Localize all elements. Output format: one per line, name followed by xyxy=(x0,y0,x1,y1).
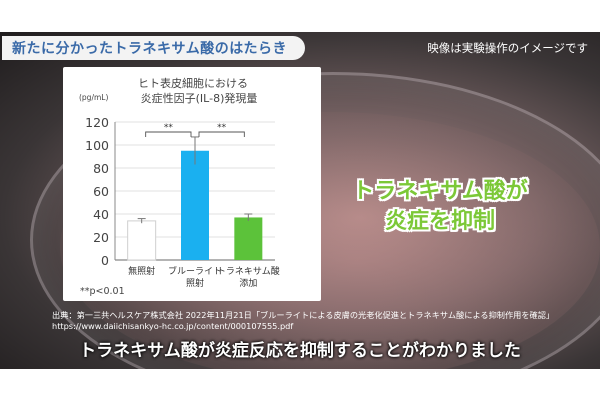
y-tick-label: 20 xyxy=(93,230,109,245)
significance-bracket xyxy=(198,131,245,137)
source-url: https://www.daiichisankyo-hc.co.jp/conte… xyxy=(52,321,294,331)
category-label: トラネキサム酸 xyxy=(217,266,280,277)
video-note: 映像は実験操作のイメージです xyxy=(427,41,588,55)
bar xyxy=(181,150,209,260)
y-tick-label: 100 xyxy=(85,138,109,153)
y-tick-label: 120 xyxy=(85,115,109,130)
bar xyxy=(127,220,157,261)
bar-layer xyxy=(127,150,263,261)
page-title: 新たに分かったトラネキサム酸のはたらき xyxy=(12,41,287,57)
chart-panel: ヒト表皮細胞における 炎症性因子(IL-8)発現量 (pg/mL) 120 100… xyxy=(63,67,321,301)
significance-marker: ** xyxy=(164,123,174,133)
y-tick-label: 80 xyxy=(93,161,109,176)
y-tick-label: 0 xyxy=(101,253,109,268)
chart-title-line2: 炎症性因子(IL-8)発現量 xyxy=(141,91,258,105)
category-label: 無照射 xyxy=(128,265,155,277)
title-banner: 新たに分かったトラネキサム酸のはたらき xyxy=(2,36,305,60)
significance-bracket xyxy=(145,131,192,137)
headline-line2: 炎症を抑制 xyxy=(384,209,495,234)
significance-marker: ** xyxy=(217,123,227,133)
chart-title-line1: ヒト表皮細胞における xyxy=(138,76,248,90)
category-label-line2: 照射 xyxy=(186,277,204,289)
source-citation: 出典：第一三共ヘルスケア株式会社 2022年11月21日「ブルーライトによる皮膚… xyxy=(52,310,554,332)
error-bar-layer xyxy=(137,136,253,224)
source-line1: 出典：第一三共ヘルスケア株式会社 2022年11月21日「ブルーライトによる皮膚… xyxy=(52,310,555,320)
footnote: **p<0.01 xyxy=(80,286,125,297)
y-tick-label: 60 xyxy=(93,184,109,199)
y-axis-unit: (pg/mL) xyxy=(79,93,108,102)
category-label: ブルーライト xyxy=(168,265,222,277)
il8-bar-chart: ヒト表皮細胞における 炎症性因子(IL-8)発現量 (pg/mL) 120 100… xyxy=(79,76,280,297)
subtitle-caption: トラネキサム酸が炎症反応を抑制することがわかりました xyxy=(79,341,521,361)
significance-layer: ** ** xyxy=(145,123,245,137)
headline: トラネキサム酸が 炎症を抑制 xyxy=(322,177,558,237)
y-tick-layer: 120 100 80 60 40 20 0 xyxy=(85,115,109,268)
category-label-line2: 添加 xyxy=(239,278,257,289)
letterbox-top xyxy=(0,0,600,32)
letterbox-bottom xyxy=(0,369,600,400)
headline-line1: トラネキサム酸が xyxy=(352,179,528,204)
y-tick-label: 40 xyxy=(93,207,109,222)
bar xyxy=(234,217,263,260)
